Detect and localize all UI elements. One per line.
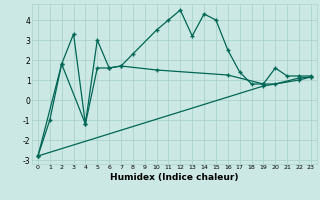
X-axis label: Humidex (Indice chaleur): Humidex (Indice chaleur) [110, 173, 239, 182]
